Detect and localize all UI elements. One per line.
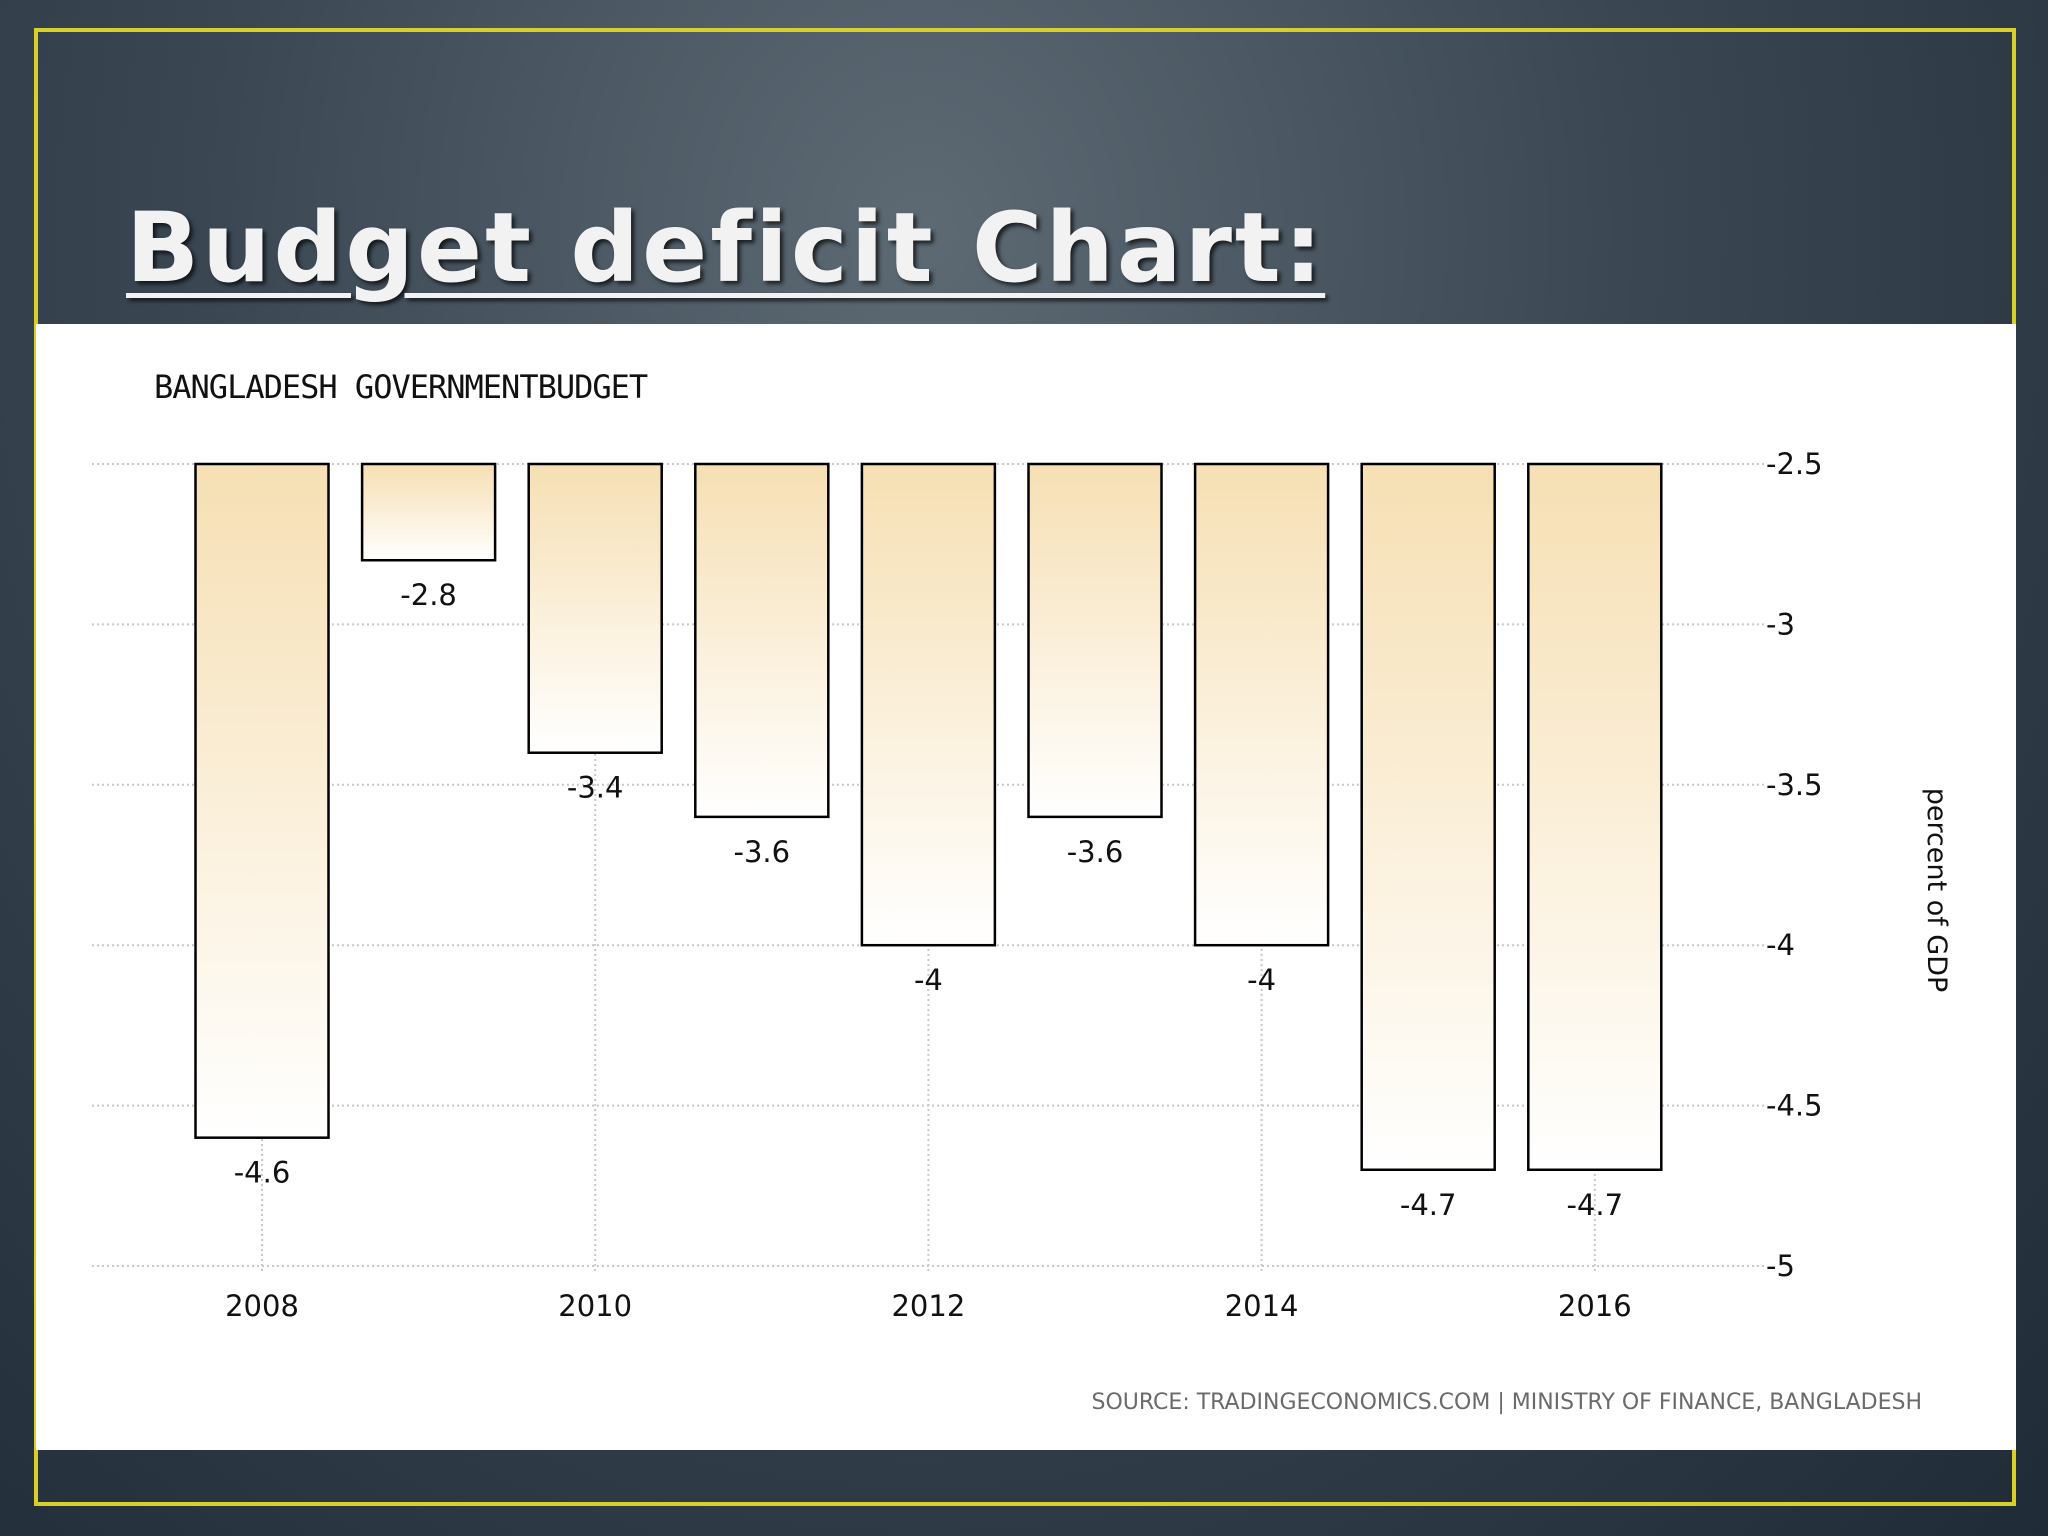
x-tick-label: 2016 (1558, 1289, 1632, 1323)
x-tick-label: 2010 (558, 1289, 632, 1323)
bar-2008 (194, 462, 330, 1139)
data-label-2009: -2.8 (400, 578, 457, 612)
y-tick-label: -4.5 (1766, 1089, 1823, 1123)
bar-2016 (1527, 462, 1663, 1172)
bars (194, 462, 1663, 1172)
data-label-2014: -4 (1247, 963, 1276, 997)
data-labels: -4.6 -2.8 -3.4 -3.6 -4 -3.6 -4 -4.7 -4.7 (234, 578, 1623, 1222)
source-note: SOURCE: TRADINGECONOMICS.COM | MINISTRY … (1091, 1390, 1922, 1415)
bar-2010 (527, 462, 663, 754)
x-tick-label: 2012 (891, 1289, 965, 1323)
bar-2012 (860, 462, 997, 947)
x-tick-label: 2008 (225, 1289, 299, 1323)
bar-2009 (360, 462, 497, 562)
y-tick-label: -2.5 (1766, 447, 1823, 481)
chart-panel: -4.6 -2.8 -3.4 -3.6 -4 -3.6 -4 -4.7 -4.7 -2.5 -3-… (36, 324, 2016, 1450)
y-tick-label: -3.5 (1766, 768, 1823, 802)
data-label-2013: -3.6 (1067, 835, 1124, 869)
bar-2015 (1360, 462, 1496, 1172)
data-label-2015: -4.7 (1400, 1188, 1457, 1222)
y-axis-title: percent of GDP (1921, 788, 1952, 993)
data-label-2010: -3.4 (567, 771, 624, 805)
bar-2014 (1193, 462, 1330, 947)
data-label-2011: -3.6 (734, 835, 791, 869)
x-tick-label: 2014 (1225, 1289, 1299, 1323)
y-tick-label: -5 (1766, 1249, 1795, 1283)
y-tick-label: -3 (1766, 607, 1795, 641)
bar-2011 (694, 462, 830, 819)
bar-chart: -4.6-2.8-3.4-3.6-4-3.6-4-4.7 -4.7 -2.5-3-… (92, 447, 1952, 1323)
data-label-2012: -4 (914, 963, 943, 997)
data-label-2016: -4.7 (1567, 1188, 1624, 1222)
axes: -2.5 -3 -3.5 -4 -4.5 -5 2008 2010 2012 2014 2016 pe… (225, 447, 1952, 1323)
bar-2013 (1027, 462, 1163, 819)
chart-title: BANGLADESH GOVERNMENTBUDGET (154, 368, 648, 406)
y-tick-label: -4 (1766, 928, 1795, 962)
slide-title: Budget deficit Chart: (126, 192, 1326, 304)
data-label-2008: -4.6 (234, 1156, 291, 1190)
